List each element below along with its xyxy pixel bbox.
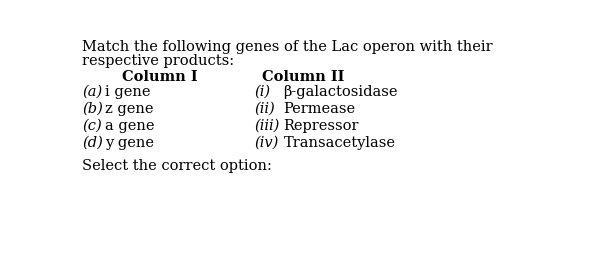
Text: Transacetylase: Transacetylase bbox=[283, 136, 396, 150]
Text: respective products:: respective products: bbox=[82, 54, 234, 68]
Text: y gene: y gene bbox=[106, 136, 154, 150]
Text: (iv): (iv) bbox=[254, 136, 279, 150]
Text: i gene: i gene bbox=[106, 85, 151, 99]
Text: β-galactosidase: β-galactosidase bbox=[283, 85, 398, 99]
Text: (ii): (ii) bbox=[254, 102, 275, 116]
Text: (i): (i) bbox=[254, 85, 270, 99]
Text: (d): (d) bbox=[82, 136, 103, 150]
Text: Column I: Column I bbox=[123, 70, 198, 84]
Text: a gene: a gene bbox=[106, 119, 155, 133]
Text: (c): (c) bbox=[82, 119, 102, 133]
Text: Match the following genes of the Lac operon with their: Match the following genes of the Lac ope… bbox=[82, 40, 493, 54]
Text: z gene: z gene bbox=[106, 102, 154, 116]
Text: Repressor: Repressor bbox=[283, 119, 359, 133]
Text: (iii): (iii) bbox=[254, 119, 279, 133]
Text: Select the correct option:: Select the correct option: bbox=[82, 159, 272, 173]
Text: Permease: Permease bbox=[283, 102, 356, 116]
Text: Column II: Column II bbox=[262, 70, 344, 84]
Text: (a): (a) bbox=[82, 85, 103, 99]
Text: (b): (b) bbox=[82, 102, 103, 116]
